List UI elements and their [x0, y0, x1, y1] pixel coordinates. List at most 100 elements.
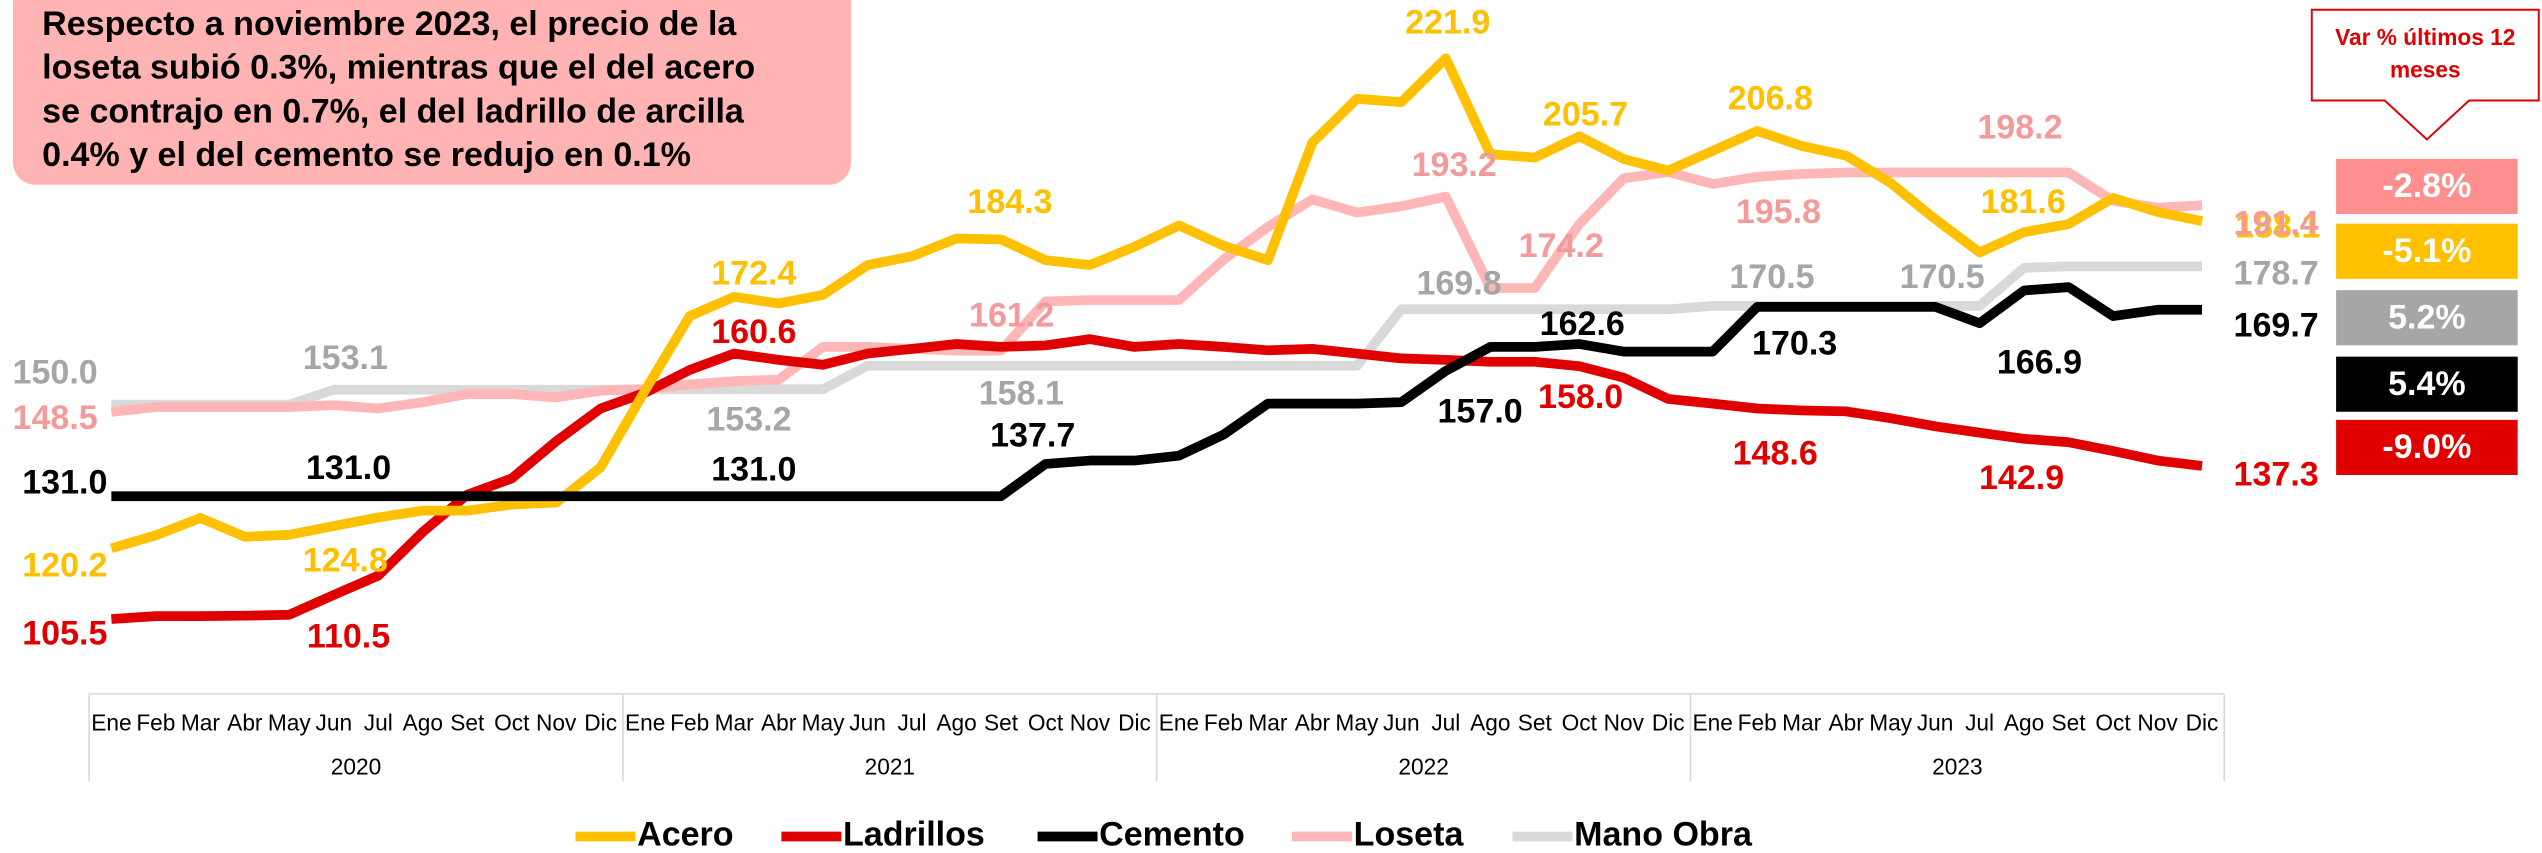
x-tick-label: Jul — [898, 710, 927, 736]
data-label: 131.0 — [711, 451, 796, 489]
data-label: 198.2 — [1977, 109, 2062, 147]
legend-label: Loseta — [1354, 815, 1465, 853]
x-tick-label: Set — [2052, 710, 2087, 736]
series-line — [110, 167, 2203, 417]
legend-label: Cemento — [1099, 815, 1245, 853]
annotation-text: Respecto a noviembre 2023, el precio de … — [42, 5, 737, 43]
x-tick-label: May — [1335, 710, 1379, 736]
x-tick-label: Mar — [1248, 710, 1288, 736]
data-label: 142.9 — [1979, 459, 2064, 497]
data-label: 131.0 — [306, 449, 391, 487]
annotation-text: loseta subió 0.3%, mientras que el del a… — [42, 49, 755, 87]
data-label: 137.3 — [2234, 456, 2319, 494]
x-tick-label: Nov — [536, 710, 577, 736]
x-tick-label: Ago — [936, 710, 976, 736]
data-label: 124.8 — [303, 541, 388, 579]
x-tick-label: Mar — [181, 710, 221, 736]
x-tick-label: Nov — [1070, 710, 1111, 736]
x-tick-label: Feb — [1204, 710, 1243, 736]
x-tick-label: Ago — [2004, 710, 2044, 736]
callout-box — [2310, 8, 2540, 141]
legend-label: Acero — [637, 815, 733, 853]
year-label: 2023 — [1932, 753, 1982, 779]
x-tick-label: Jun — [1383, 710, 1420, 736]
x-tick-label: Jun — [1917, 710, 1954, 736]
x-tick-label: Ago — [403, 710, 443, 736]
data-label: 170.3 — [1752, 324, 1837, 362]
x-tick-label: Dic — [1652, 710, 1685, 736]
x-tick-label: Mar — [715, 710, 755, 736]
x-tick-label: Set — [984, 710, 1019, 736]
change-text: 5.4% — [2388, 365, 2466, 403]
data-label: 205.7 — [1543, 96, 1628, 134]
data-label: 153.1 — [303, 339, 388, 377]
x-tick-label: Jul — [1431, 710, 1460, 736]
change-box — [2336, 290, 2518, 346]
x-tick-label: Dic — [1118, 710, 1151, 736]
data-label: 169.7 — [2234, 306, 2319, 344]
x-tick-label: Feb — [670, 710, 709, 736]
x-tick-label: Ene — [625, 710, 665, 736]
change-box — [2336, 158, 2518, 214]
x-tick-label: Dic — [584, 710, 617, 736]
annotation-box — [12, 0, 852, 185]
x-tick-label: Set — [1518, 710, 1553, 736]
x-tick-label: Feb — [136, 710, 175, 736]
x-tick-label: Abr — [1829, 710, 1865, 736]
x-tick-label: Ene — [91, 710, 131, 736]
series-line — [111, 334, 2203, 624]
data-label: 191.4 — [2234, 204, 2319, 242]
data-label: 172.4 — [711, 255, 796, 293]
annotation-text: se contrajo en 0.7%, el del ladrillo de … — [42, 92, 745, 130]
data-label: 193.2 — [1412, 146, 1497, 184]
x-tick-label: Dic — [2186, 710, 2219, 736]
year-label: 2020 — [331, 753, 381, 779]
data-label: 169.8 — [1416, 264, 1501, 302]
change-text: -2.8% — [2382, 167, 2471, 205]
data-label: 221.9 — [1405, 3, 1490, 41]
change-box — [2336, 223, 2518, 279]
x-tick-label: Nov — [2137, 710, 2178, 736]
change-text: -9.0% — [2382, 428, 2471, 466]
data-label: 158.0 — [1538, 378, 1623, 416]
data-label: 170.5 — [1900, 258, 1985, 296]
data-label: 158.1 — [979, 375, 1064, 413]
year-label: 2022 — [1398, 753, 1448, 779]
data-label: 166.9 — [1997, 344, 2082, 382]
x-tick-label: Nov — [1604, 710, 1645, 736]
x-tick-label: Abr — [761, 710, 797, 736]
data-label: 120.2 — [22, 546, 107, 584]
data-label: 105.5 — [22, 614, 107, 652]
data-label: 195.8 — [1736, 193, 1821, 231]
data-label: 157.0 — [1438, 392, 1523, 430]
series-line — [110, 53, 2204, 553]
callout-text: Var % últimos 12 — [2335, 24, 2515, 50]
data-label: 170.5 — [1729, 258, 1814, 296]
x-tick-label: Oct — [2095, 710, 2131, 736]
year-label: 2021 — [865, 753, 915, 779]
x-tick-label: Ene — [1693, 710, 1733, 736]
data-label: 181.6 — [1981, 183, 2066, 221]
change-text: -5.1% — [2382, 232, 2471, 270]
data-label: 131.0 — [22, 464, 107, 502]
data-label: 206.8 — [1728, 79, 1813, 117]
x-tick-label: May — [802, 710, 846, 736]
data-label: 174.2 — [1519, 227, 1604, 265]
x-tick-label: Mar — [1782, 710, 1822, 736]
x-tick-label: Feb — [1738, 710, 1777, 736]
x-tick-label: Jun — [316, 710, 353, 736]
x-tick-label: Abr — [227, 710, 263, 736]
change-text: 5.2% — [2388, 298, 2466, 336]
series-line — [111, 282, 2203, 502]
x-tick-label: Abr — [1295, 710, 1331, 736]
data-label: 150.0 — [13, 353, 98, 391]
data-label: 162.6 — [1540, 305, 1625, 343]
legend-label: Ladrillos — [843, 815, 985, 853]
data-label: 160.6 — [711, 313, 796, 351]
x-tick-label: Oct — [1562, 710, 1598, 736]
x-tick-label: Jun — [849, 710, 886, 736]
legend-label: Mano Obra — [1574, 815, 1753, 853]
x-tick-label: Oct — [494, 710, 530, 736]
x-tick-label: Set — [450, 710, 485, 736]
